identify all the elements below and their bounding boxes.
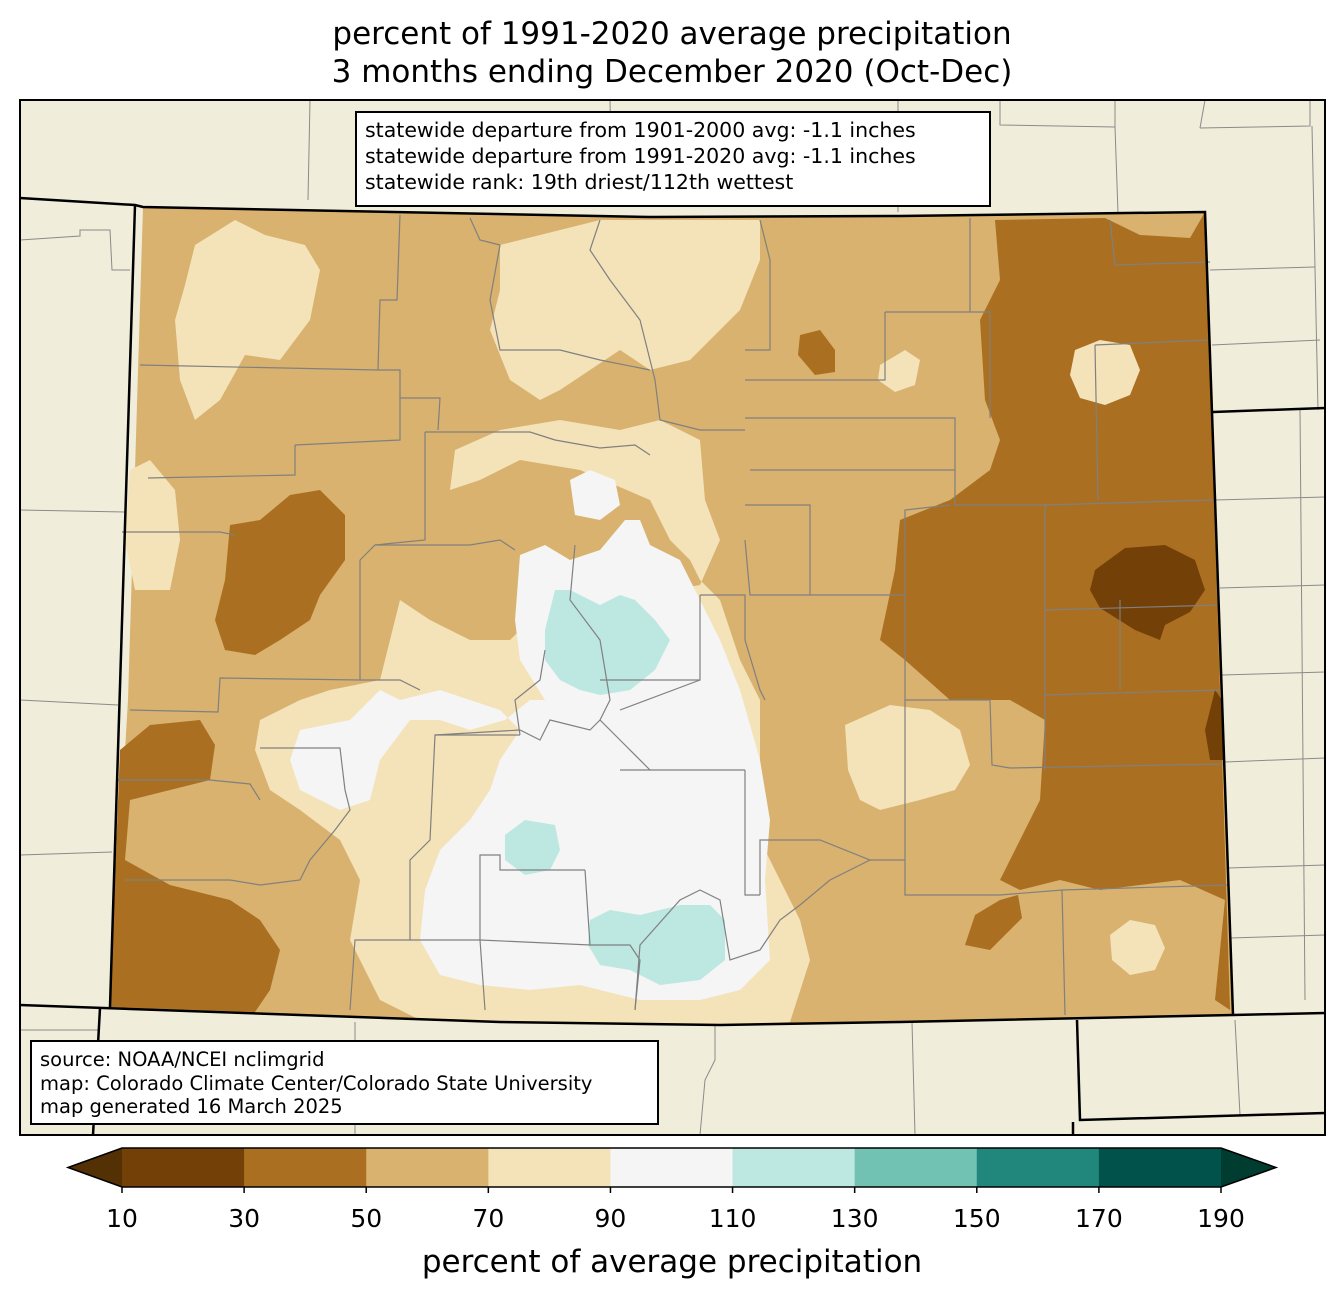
colorbar-tick-label: 70 [472, 1204, 505, 1233]
colorbar-tick-label: 90 [594, 1204, 627, 1233]
colorado-precip-field [110, 207, 1233, 1025]
precip-zone-10-30-edge [1205, 690, 1225, 760]
precip-zone-110-130-c [588, 905, 725, 985]
statewide-stats-box: statewide departure from 1901-2000 avg: … [355, 111, 991, 207]
colorbar-tick-label: 30 [228, 1204, 261, 1233]
precip-zone-70-90-east-spot [1070, 340, 1140, 405]
source-line: source: NOAA/NCEI nclimgrid [40, 1048, 325, 1071]
precip-zone-30-50-w [215, 490, 345, 655]
colorbar-tick-label: 50 [350, 1204, 383, 1233]
state-borders [19, 196, 1326, 1136]
map-title-line1: percent of 1991-2020 average precipitati… [332, 16, 1012, 52]
precip-zone-30-50-east [880, 212, 1230, 1010]
colorbar-tick-label: 10 [106, 1204, 138, 1233]
precip-zone-70-90-north [490, 220, 760, 400]
precip-zone-10-30-e [1090, 545, 1205, 640]
precip-zone-30-50-sw [110, 720, 280, 1012]
precip-zone-110-130-a [545, 590, 670, 695]
source-box: source: NOAA/NCEI nclimgrid map: Colorad… [30, 1040, 659, 1125]
colorbar-tick-label: 190 [1197, 1204, 1245, 1233]
county-lines [118, 214, 1229, 1016]
colorbar-tick-label: 170 [1075, 1204, 1123, 1233]
stats-line-1901-2000: statewide departure from 1901-2000 avg: … [365, 118, 916, 142]
precip-zone-70-90-nw [175, 220, 320, 420]
colorbar-tick-label: 150 [952, 1204, 1001, 1233]
precip-zone-70-90-se [845, 705, 970, 810]
stats-line-rank: statewide rank: 19th driest/112th wettes… [365, 170, 794, 194]
precip-zone-70-90-west-strip [125, 460, 180, 590]
precip-zone-30-50-se-spot [965, 895, 1022, 950]
colorbar-label: percent of average precipitation [421, 1244, 923, 1280]
map-title-line2: 3 months ending December 2020 (Oct-Dec) [331, 54, 1013, 90]
colorbar-tick-label: 110 [708, 1204, 757, 1233]
generated-date-line: map generated 16 March 2025 [40, 1095, 343, 1118]
precip-zone-70-90-se-spot [1110, 920, 1165, 975]
precip-zone-30-50-ne-spot [798, 330, 835, 375]
precip-zone-110-130-b [505, 820, 560, 875]
map-credit-line: map: Colorado Climate Center/Colorado St… [40, 1071, 593, 1095]
precip-zone-90-110-n [570, 470, 620, 520]
colorbar-tick-label: 130 [830, 1204, 879, 1233]
stats-line-1991-2020: statewide departure from 1991-2020 avg: … [365, 144, 916, 168]
map-frame [19, 99, 1326, 1136]
precip-zone-70-90-neco-spot [878, 350, 920, 392]
